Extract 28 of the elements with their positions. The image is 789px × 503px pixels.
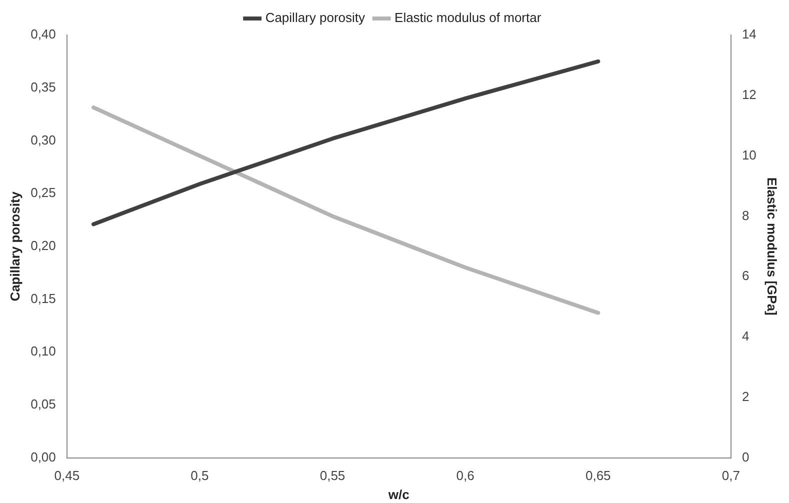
y2-tick-label: 14	[742, 26, 756, 42]
y2-tick-label: 8	[742, 208, 750, 223]
x-tick-label: 0,65	[585, 468, 611, 484]
x-axis-title: w/c	[387, 486, 410, 502]
y-tick-label: 0,25	[30, 185, 56, 200]
y2-tick-label: 12	[742, 86, 756, 102]
y2-tick-label: 6	[742, 268, 750, 284]
y-tick-label: 0,35	[30, 79, 56, 94]
y-axis-title: Capillary porosity	[7, 190, 22, 302]
y2-tick-label: 10	[742, 147, 756, 162]
x-tick-label: 0,5	[190, 468, 209, 484]
y2-axis-title: Elastic modulus [GPa]	[764, 177, 780, 316]
y2-tick-label: 0	[742, 449, 750, 464]
legend-label: Elastic modulus of mortar	[394, 10, 542, 26]
y-tick-label: 0,20	[30, 238, 56, 253]
legend-label: Capillary porosity	[265, 10, 366, 26]
y-tick-label: 0,05	[30, 396, 56, 412]
y2-tick-label: 4	[742, 328, 750, 344]
y-tick-label: 0,40	[30, 26, 56, 42]
x-tick-label: 0,45	[54, 468, 80, 484]
y-tick-label: 0,00	[30, 449, 56, 464]
x-tick-label: 0,55	[320, 468, 346, 484]
y-tick-label: 0,30	[30, 132, 56, 148]
x-tick-label: 0,7	[722, 468, 740, 484]
y2-tick-label: 2	[742, 388, 750, 404]
y-tick-label: 0,10	[30, 344, 56, 359]
y-tick-label: 0,15	[30, 290, 56, 306]
x-tick-label: 0,6	[456, 468, 474, 484]
